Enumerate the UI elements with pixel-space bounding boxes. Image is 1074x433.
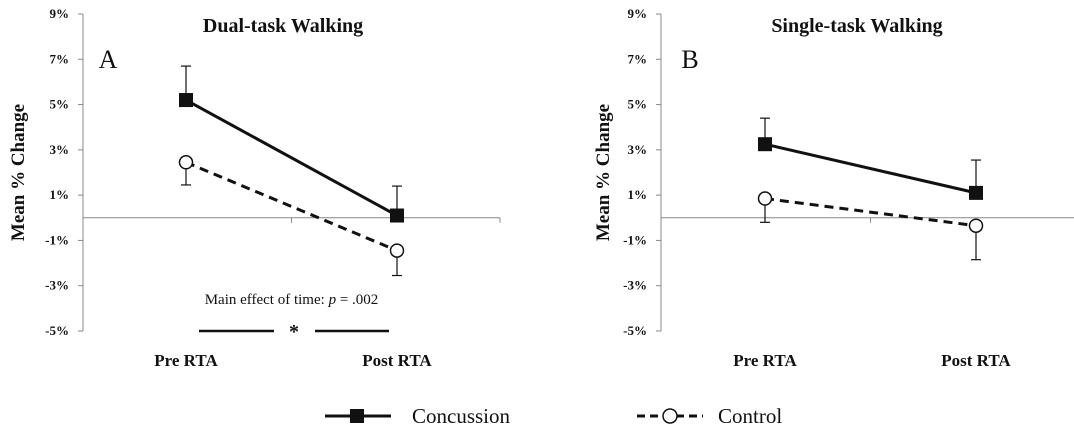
concussion-series-line (764, 142, 977, 195)
y-axis-label: Mean % Change (593, 104, 614, 241)
y-tick-label: 7% (628, 51, 648, 66)
concussion-point (390, 208, 404, 223)
y-tick-label: 3% (50, 142, 70, 157)
control-series-line (764, 197, 977, 228)
y-tick-label: 5% (628, 97, 648, 112)
concussion-point (758, 137, 772, 152)
legend-control-marker (662, 408, 678, 424)
y-tick-label: -3% (45, 278, 69, 293)
panel-letter: A (99, 45, 118, 74)
significance-asterisk: * (289, 321, 299, 343)
y-tick-label: -1% (45, 232, 69, 247)
panel-letter: B (681, 45, 698, 74)
x-category-label: Pre RTA (733, 351, 797, 370)
legend-control-label: Control (718, 404, 782, 428)
y-axis-label: Mean % Change (8, 104, 29, 241)
control-point (757, 191, 773, 206)
y-tick-label: 3% (628, 142, 648, 157)
legend: Concussion Control (325, 404, 782, 428)
panel-b: 9% 7% 5% 3% 1% -1% -3% -5% Pre RTA Post RTA Single… (593, 6, 1074, 370)
y-tick-label: -5% (623, 323, 647, 338)
main-effect-note: Main effect of time: p = .002 (205, 292, 379, 308)
y-tick-label: -5% (45, 323, 69, 338)
concussion-series-line (185, 98, 398, 217)
concussion-point (179, 93, 193, 108)
y-tick-label: 1% (50, 187, 70, 202)
chart-title: Single-task Walking (771, 15, 942, 37)
x-category-label: Post RTA (362, 351, 432, 370)
y-tick-label: 7% (50, 51, 70, 66)
panel-a: 9% 7% 5% 3% 1% -1% -3% -5% Pre RTA Post RTA Dual-t… (8, 6, 501, 370)
chart-title: Dual-task Walking (203, 15, 363, 37)
y-tick-label: 9% (628, 6, 648, 21)
note-value: = .002 (336, 292, 378, 308)
y-tick-label: -1% (623, 232, 647, 247)
note-prefix: Main effect of time: (205, 292, 329, 308)
note-stat: p (328, 292, 337, 308)
concussion-point (969, 185, 983, 200)
x-category-label: Post RTA (941, 351, 1011, 370)
legend-concussion-marker (350, 409, 364, 423)
control-point (968, 218, 984, 233)
y-tick-label: -3% (623, 278, 647, 293)
y-tick-label: 5% (50, 97, 70, 112)
y-tick-label: 1% (628, 187, 648, 202)
control-series-line (185, 160, 398, 253)
control-point (178, 155, 194, 170)
y-tick-label: 9% (50, 6, 70, 21)
control-point (389, 243, 405, 258)
legend-concussion-label: Concussion (412, 404, 511, 428)
x-category-label: Pre RTA (154, 351, 218, 370)
